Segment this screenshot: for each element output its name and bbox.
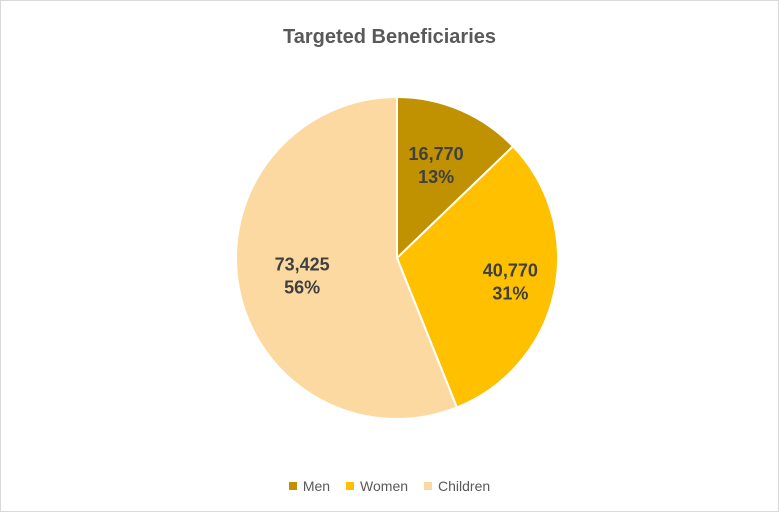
data-label-value-men: 16,770 <box>409 144 464 164</box>
data-label-value-women: 40,770 <box>483 260 538 280</box>
data-label-percent-women: 31% <box>492 283 528 303</box>
legend-swatch-men <box>288 482 297 490</box>
chart-title: Targeted Beneficiaries <box>282 26 497 48</box>
legend-item-women: Women <box>346 478 408 494</box>
legend-label-children: Children <box>438 478 491 494</box>
legend-item-children: Children <box>424 478 490 494</box>
pie-slice-men <box>396 95 515 261</box>
pie-slice-children <box>235 95 459 420</box>
pie-slice-women <box>395 144 559 409</box>
data-label-value-children: 73,425 <box>275 254 330 274</box>
legend-swatch-women <box>346 482 355 490</box>
data-label-percent-men: 13% <box>418 167 454 187</box>
legend-label-men: Men <box>302 478 331 494</box>
legend-swatch-children <box>424 482 433 490</box>
legend-label-women: Women <box>360 478 409 494</box>
chart-legend: Men Women Children <box>0 478 779 494</box>
data-label-percent-children: 56% <box>284 277 320 297</box>
legend-item-men: Men <box>288 478 331 494</box>
